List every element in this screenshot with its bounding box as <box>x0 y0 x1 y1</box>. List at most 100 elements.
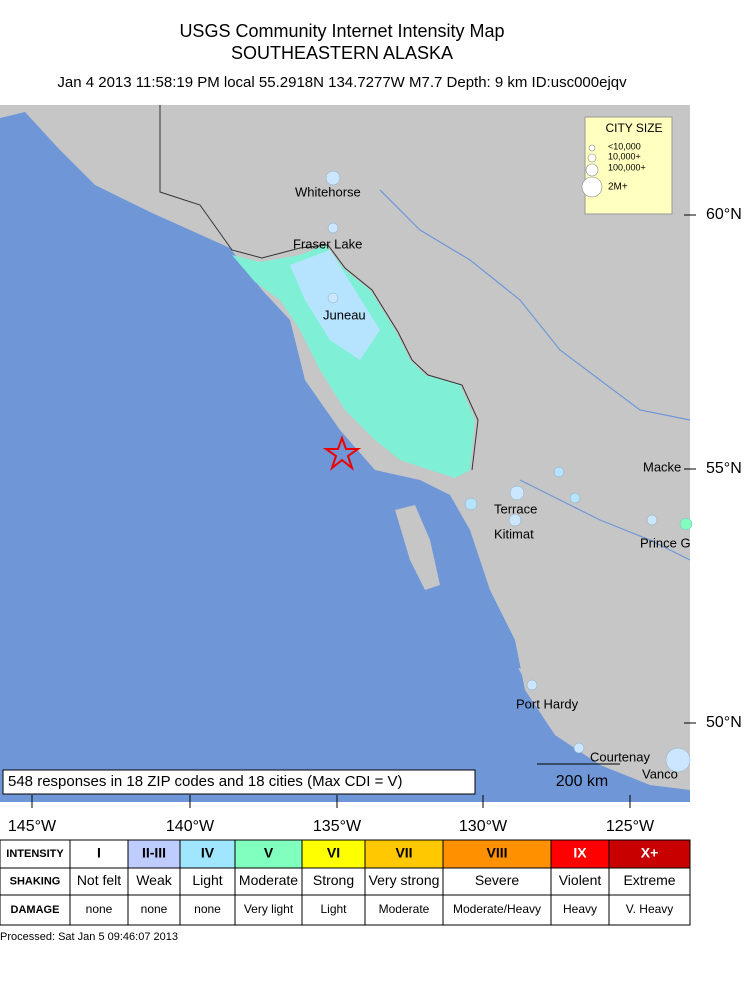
size-marker <box>588 144 596 152</box>
cell <box>608 894 691 926</box>
shaking-label: Not felt <box>77 872 121 888</box>
size-marker <box>587 153 597 163</box>
size-marker <box>581 176 603 198</box>
cell <box>69 894 129 926</box>
city-marker <box>573 742 585 754</box>
row-header: DAMAGE <box>11 904 60 916</box>
city-label: Courtenay <box>590 749 650 764</box>
city-marker <box>509 485 525 501</box>
intensity-label: V <box>264 845 274 861</box>
legend-box <box>584 116 673 215</box>
intensity-label: II-III <box>142 845 166 861</box>
footer: Processed: Sat Jan 5 09:46:07 2013 <box>0 931 178 943</box>
shaking-label: Light <box>192 872 222 888</box>
size-label: <10,000 <box>608 141 641 151</box>
row-header-cell <box>0 867 71 896</box>
row-header: SHAKING <box>10 875 61 887</box>
city-marker <box>679 517 693 531</box>
shaking-label: Extreme <box>623 872 675 888</box>
city-marker <box>325 170 341 186</box>
cell <box>69 867 129 896</box>
row-header: INTENSITY <box>6 848 64 860</box>
size-marker <box>585 163 599 177</box>
city-marker <box>665 747 691 773</box>
intensity-region <box>232 245 475 478</box>
responses-box <box>2 769 476 795</box>
damage-label: Very light <box>244 902 294 916</box>
city-marker <box>508 513 522 527</box>
lon-label: 125°W <box>606 818 655 835</box>
border <box>159 105 479 471</box>
damage-label: none <box>194 902 221 916</box>
intensity-region-iv <box>290 250 380 360</box>
city-marker <box>327 222 339 234</box>
lon-label: 145°W <box>8 818 57 835</box>
damage-label: Light <box>320 902 347 916</box>
size-label: 2M+ <box>608 182 628 193</box>
lon-label: 130°W <box>459 818 508 835</box>
cell <box>69 839 129 869</box>
row-header-cell <box>0 839 71 869</box>
ocean <box>0 112 690 802</box>
city-marker <box>569 492 581 504</box>
damage-label: Moderate/Heavy <box>453 902 541 916</box>
cell <box>608 867 691 896</box>
haida-gwaii <box>395 505 440 590</box>
lat-label: 55°N <box>706 460 742 477</box>
vancouver-island <box>518 668 690 790</box>
shaking-label: Violent <box>559 872 602 888</box>
river <box>519 479 691 561</box>
shaking-label: Strong <box>313 872 354 888</box>
title: USGS Community Internet Intensity Map <box>179 21 504 41</box>
cell <box>550 867 610 896</box>
scale-label: 200 km <box>556 773 608 790</box>
intensity-label: VIII <box>486 845 507 861</box>
cell <box>234 839 303 869</box>
city-label: Kitimat <box>494 526 534 541</box>
cell <box>364 867 444 896</box>
shaking-label: Severe <box>475 872 520 888</box>
city-marker <box>526 679 538 691</box>
intensity-label: VI <box>327 845 340 861</box>
shaking-label: Very strong <box>369 872 440 888</box>
cell <box>550 839 610 869</box>
event-info: Jan 4 2013 11:58:19 PM local 55.2918N 13… <box>57 74 627 91</box>
shaking-label: Weak <box>136 872 173 888</box>
damage-label: Moderate <box>379 902 430 916</box>
river <box>379 189 691 421</box>
city-label: Juneau <box>323 307 366 322</box>
responses: 548 responses in 18 ZIP codes and 18 cit… <box>8 773 403 790</box>
city-label: Port Hardy <box>516 696 579 711</box>
city-label: Whitehorse <box>295 184 361 199</box>
lat-label: 50°N <box>706 714 742 731</box>
city-label: Vanco <box>642 766 678 781</box>
region: SOUTHEASTERN ALASKA <box>231 43 453 63</box>
intensity-table: INTENSITY I II-III IV V VI VII VIII IX X+ SHAKING N… <box>0 839 691 926</box>
intensity-label: IX <box>573 845 587 861</box>
lon-label: 140°W <box>166 818 215 835</box>
city-label: Prince G <box>640 535 691 550</box>
cell <box>234 867 303 896</box>
intensity-label: IV <box>201 845 215 861</box>
intensity-label: X+ <box>641 845 659 861</box>
size-label: 10,000+ <box>608 151 641 161</box>
legend-title: CITY SIZE <box>605 121 662 135</box>
cell <box>127 894 181 926</box>
size-label: 100,000+ <box>608 162 646 172</box>
city-marker <box>553 466 565 478</box>
intensity-label: VII <box>395 845 412 861</box>
shaking-label: Moderate <box>239 872 298 888</box>
lon-label: 135°W <box>313 818 362 835</box>
epicenter <box>322 435 362 471</box>
damage-label: none <box>141 902 168 916</box>
cell <box>608 839 691 869</box>
cell <box>442 894 552 926</box>
cell <box>179 894 236 926</box>
damage-label: Heavy <box>563 902 597 916</box>
intensity-label: I <box>97 845 101 861</box>
city-marker <box>464 497 478 511</box>
map: Whitehorse Fraser Lake Juneau Terrace Kitima… <box>0 105 742 835</box>
